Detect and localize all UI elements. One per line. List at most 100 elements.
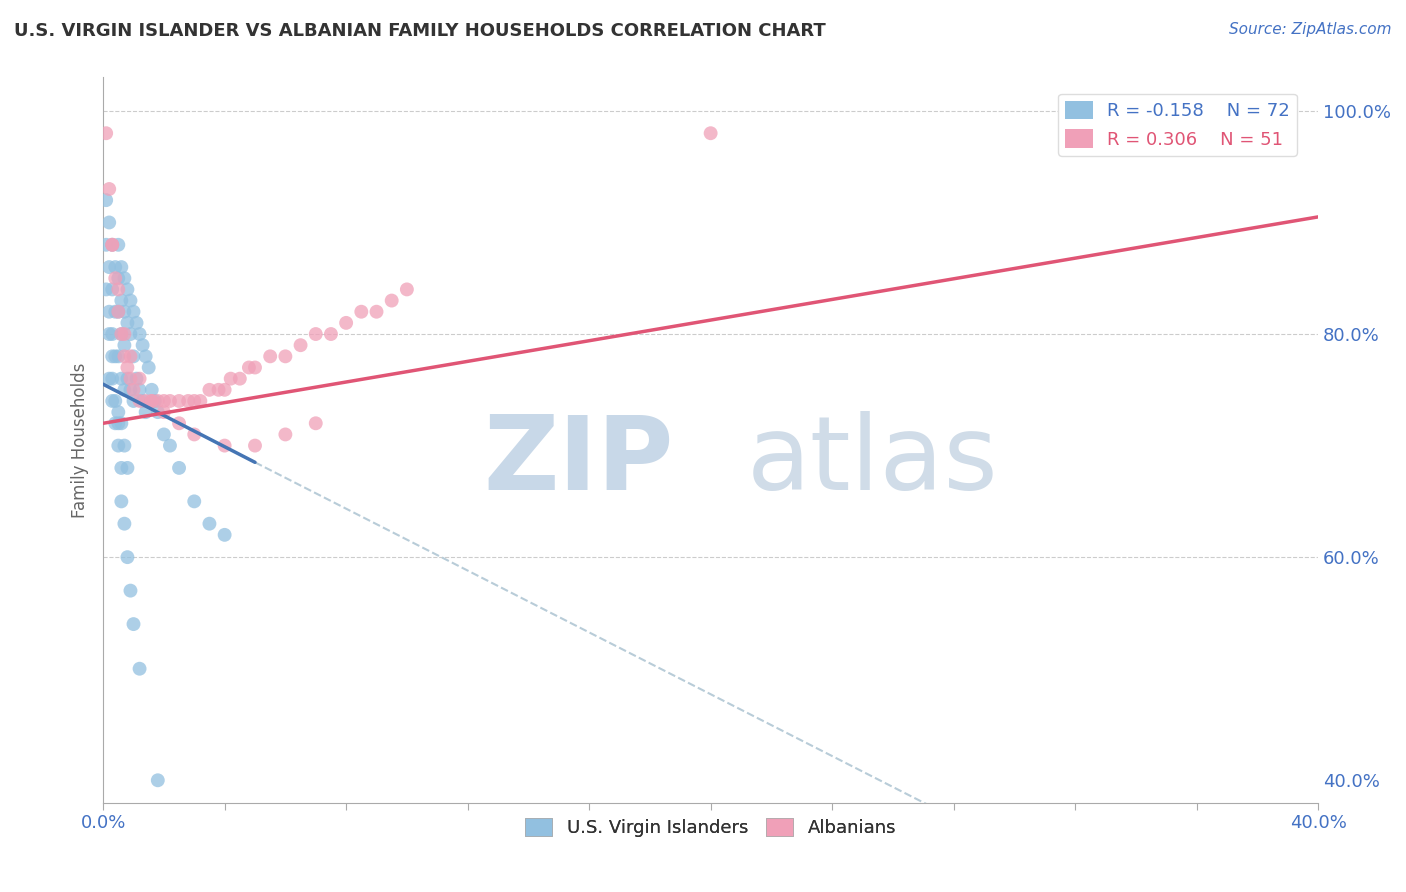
Point	[128, 394, 150, 409]
Point	[98, 372, 121, 386]
Point	[112, 349, 135, 363]
Point	[120, 349, 142, 363]
Point	[366, 304, 388, 318]
Point	[125, 316, 148, 330]
Point	[107, 304, 129, 318]
Point	[259, 349, 281, 363]
Point	[120, 293, 142, 308]
Point	[243, 439, 266, 453]
Point	[104, 304, 127, 318]
Point	[107, 271, 129, 285]
Point	[219, 372, 242, 386]
Point	[120, 326, 142, 341]
Point	[128, 662, 150, 676]
Point	[238, 360, 260, 375]
Point	[198, 383, 221, 397]
Point	[153, 427, 176, 442]
Point	[274, 427, 297, 442]
Point	[107, 304, 129, 318]
Point	[122, 304, 145, 318]
Point	[112, 271, 135, 285]
Point	[125, 372, 148, 386]
Point	[188, 394, 211, 409]
Point	[131, 338, 153, 352]
Point	[167, 461, 190, 475]
Point	[96, 126, 118, 140]
Point	[101, 326, 124, 341]
Point	[107, 439, 129, 453]
Point	[183, 494, 205, 508]
Point	[110, 417, 132, 431]
Point	[112, 516, 135, 531]
Point	[143, 394, 166, 409]
Point	[122, 617, 145, 632]
Point	[153, 405, 176, 419]
Point	[229, 372, 252, 386]
Point	[107, 417, 129, 431]
Point	[305, 326, 328, 341]
Point	[128, 383, 150, 397]
Legend: U.S. Virgin Islanders, Albanians: U.S. Virgin Islanders, Albanians	[517, 811, 903, 845]
Point	[305, 417, 328, 431]
Point	[159, 439, 181, 453]
Point	[146, 394, 169, 409]
Point	[104, 260, 127, 274]
Point	[214, 383, 236, 397]
Point	[101, 372, 124, 386]
Point	[120, 372, 142, 386]
Point	[135, 405, 157, 419]
Point	[183, 427, 205, 442]
Point	[122, 349, 145, 363]
Point	[98, 326, 121, 341]
Point	[98, 215, 121, 229]
Point	[131, 394, 153, 409]
Point	[117, 372, 139, 386]
Point	[104, 394, 127, 409]
Point	[110, 260, 132, 274]
Point	[98, 304, 121, 318]
Point	[110, 494, 132, 508]
Point	[110, 326, 132, 341]
Point	[146, 405, 169, 419]
Point	[395, 282, 418, 296]
Point	[183, 394, 205, 409]
Text: U.S. VIRGIN ISLANDER VS ALBANIAN FAMILY HOUSEHOLDS CORRELATION CHART: U.S. VIRGIN ISLANDER VS ALBANIAN FAMILY …	[14, 22, 825, 40]
Point	[110, 372, 132, 386]
Point	[101, 394, 124, 409]
Point	[107, 349, 129, 363]
Point	[110, 326, 132, 341]
Point	[96, 282, 118, 296]
Point	[135, 349, 157, 363]
Point	[120, 383, 142, 397]
Point	[104, 271, 127, 285]
Point	[98, 182, 121, 196]
Point	[122, 383, 145, 397]
Point	[243, 360, 266, 375]
Point	[290, 338, 312, 352]
Point	[138, 360, 160, 375]
Point	[101, 349, 124, 363]
Point	[128, 326, 150, 341]
Text: atlas: atlas	[747, 411, 998, 512]
Point	[319, 326, 342, 341]
Point	[112, 304, 135, 318]
Point	[112, 383, 135, 397]
Point	[141, 394, 163, 409]
Point	[96, 193, 118, 207]
Point	[699, 126, 721, 140]
Point	[214, 439, 236, 453]
Point	[128, 372, 150, 386]
Y-axis label: Family Households: Family Households	[72, 362, 89, 517]
Point	[159, 394, 181, 409]
Point	[198, 516, 221, 531]
Point	[141, 394, 163, 409]
Point	[98, 260, 121, 274]
Point	[104, 417, 127, 431]
Point	[153, 394, 176, 409]
Point	[117, 550, 139, 565]
Point	[207, 383, 229, 397]
Point	[117, 282, 139, 296]
Point	[117, 461, 139, 475]
Point	[350, 304, 373, 318]
Point	[177, 394, 200, 409]
